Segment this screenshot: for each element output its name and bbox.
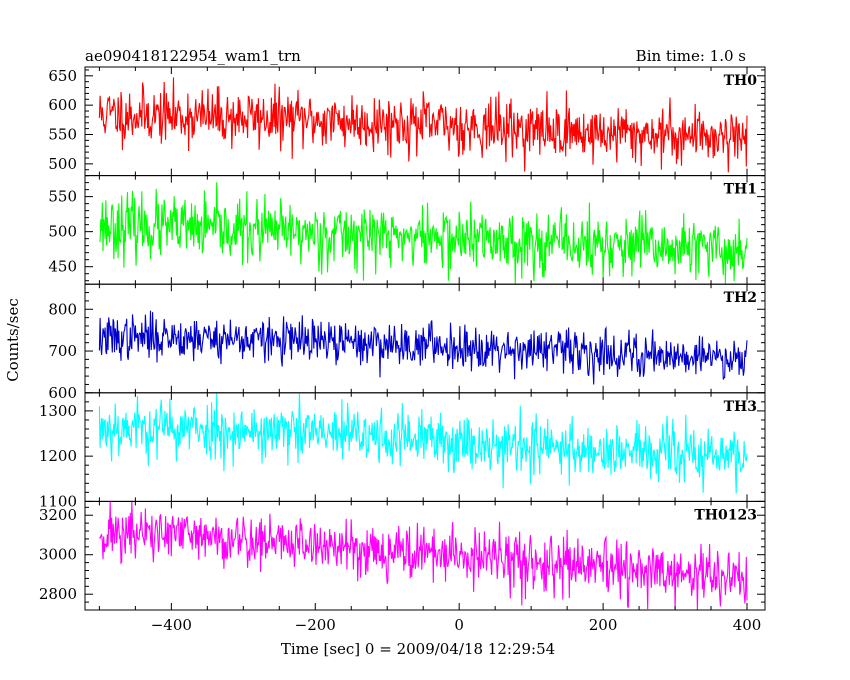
y-axis-label: Counts/sec	[4, 298, 22, 382]
y-tick-label: 2800	[39, 585, 77, 603]
y-tick-label: 550	[48, 126, 77, 144]
panel-label: TH0123	[694, 507, 757, 523]
panels: 500 550 600 650 TH0 450 500 550 TH1 600 700 800 TH2 1…	[39, 66, 766, 611]
panel-frame	[84, 500, 766, 611]
panel-th1: 450 500 550 TH1	[48, 175, 766, 285]
panel-frame	[84, 392, 766, 502]
panel-th0123: 2800 3000 3200 TH0123	[39, 500, 766, 611]
x-tick-label: −200	[295, 616, 336, 634]
panel-th3: 1100 1200 1300 TH3	[39, 392, 766, 510]
series-th0	[98, 77, 748, 173]
y-tick-label: 600	[48, 96, 77, 114]
series-th1	[99, 182, 748, 285]
series-th2	[98, 310, 748, 385]
chart-title-right: Bin time: 1.0 s	[636, 47, 746, 65]
y-tick-label: 3200	[39, 506, 77, 524]
x-tick-label: −400	[151, 616, 192, 634]
panel-label: TH3	[724, 399, 757, 415]
y-tick-label: 600	[48, 384, 77, 402]
x-tick-label: 400	[733, 616, 762, 634]
panel-label: TH2	[724, 290, 757, 306]
series-th3	[98, 393, 748, 494]
panel-th0: 500 550 600 650 TH0	[48, 66, 766, 177]
y-tick-label: 550	[48, 188, 77, 206]
panel-th2: 600 700 800 TH2	[48, 283, 766, 402]
y-tick-label: 1100	[39, 492, 77, 510]
y-tick-label: 800	[48, 300, 77, 318]
y-tick-label: 500	[48, 155, 77, 173]
y-tick-label: 450	[48, 258, 77, 276]
y-tick-label: 1300	[39, 402, 77, 420]
x-tick-label: 200	[589, 616, 618, 634]
y-tick-label: 1200	[39, 447, 77, 465]
panel-label: TH1	[724, 182, 757, 198]
series-th0123	[99, 501, 748, 611]
x-axis: −400 −200 0 200 400	[151, 616, 762, 634]
panel-label: TH0	[724, 73, 758, 89]
chart-title-left: ae090418122954_wam1_trn	[85, 47, 301, 65]
y-tick-label: 500	[48, 223, 77, 241]
x-tick-label: 0	[454, 616, 464, 634]
x-axis-label: Time [sec] 0 = 2009/04/18 12:29:54	[281, 640, 555, 658]
y-tick-label: 700	[48, 342, 77, 360]
y-tick-label: 3000	[39, 546, 77, 564]
y-tick-label: 650	[48, 67, 77, 85]
